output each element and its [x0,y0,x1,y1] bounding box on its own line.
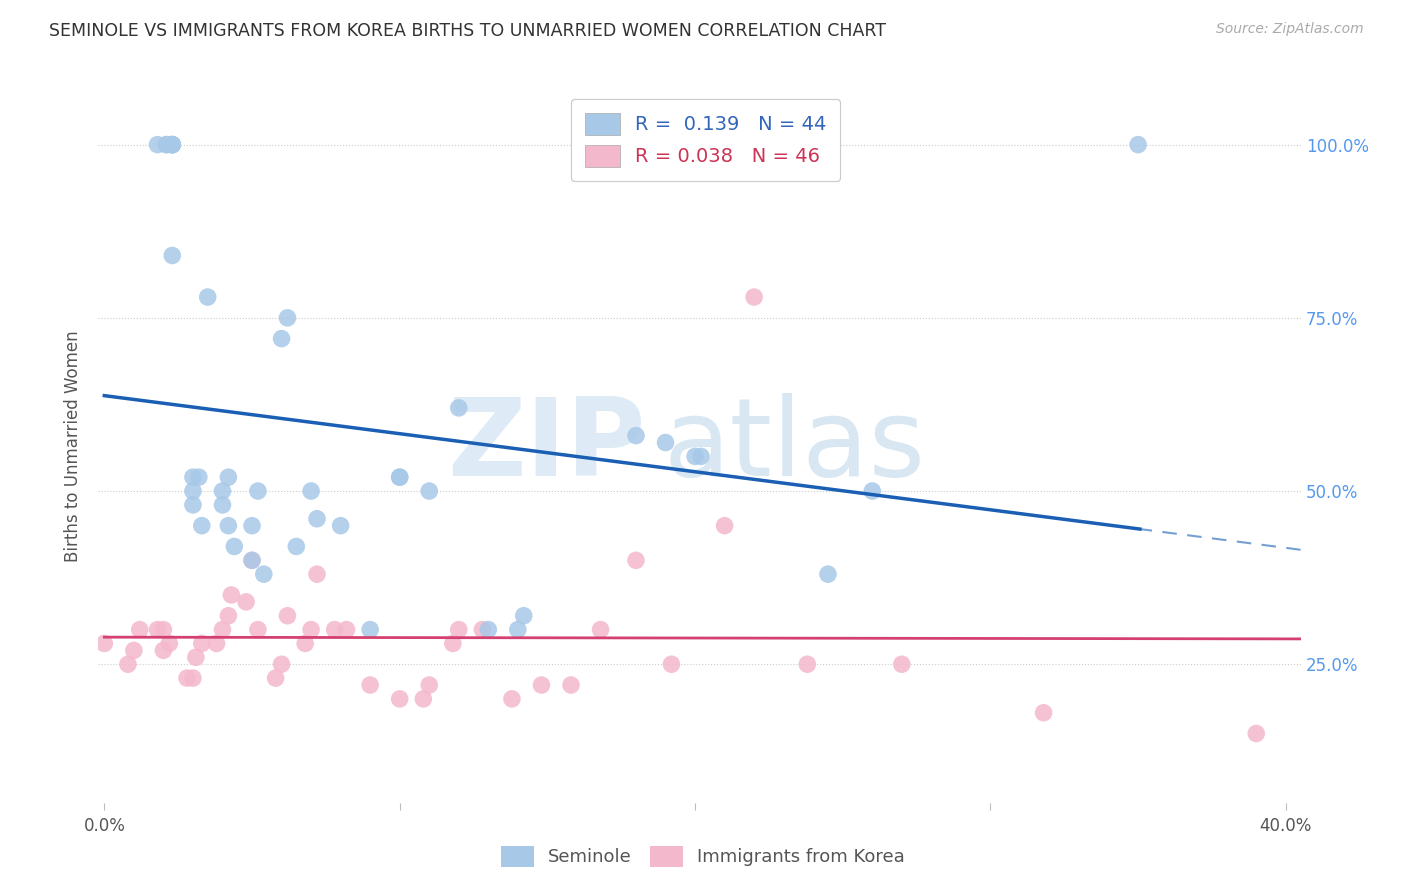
Point [742,290,765,304]
Point [305,567,328,582]
Point [890,657,912,672]
Point [240,553,263,567]
Point [471,623,494,637]
Legend: Seminole, Immigrants from Korea: Seminole, Immigrants from Korea [494,838,912,874]
Point [589,623,612,637]
Point [388,470,411,484]
Point [513,608,536,623]
Point [299,483,322,498]
Point [197,290,219,304]
Point [305,512,328,526]
Point [506,623,529,637]
Point [221,588,243,602]
Point [359,678,381,692]
Point [117,657,139,672]
Point [501,691,523,706]
Point [359,623,381,637]
Point [1032,706,1054,720]
Point [683,450,706,464]
Point [299,623,322,637]
Point [162,137,184,152]
Point [240,518,263,533]
Point [270,332,292,346]
Point [817,567,839,582]
Point [530,678,553,692]
Text: SEMINOLE VS IMMIGRANTS FROM KOREA BIRTHS TO UNMARRIED WOMEN CORRELATION CHART: SEMINOLE VS IMMIGRANTS FROM KOREA BIRTHS… [49,22,886,40]
Point [146,623,169,637]
Point [217,470,239,484]
Point [796,657,818,672]
Point [560,678,582,692]
Point [713,518,735,533]
Point [1126,137,1149,152]
Point [235,595,257,609]
Point [181,671,204,685]
Point [217,608,239,623]
Point [477,623,499,637]
Point [224,540,246,554]
Point [246,483,269,498]
Point [294,636,316,650]
Point [176,671,198,685]
Point [191,518,214,533]
Point [388,470,411,484]
Point [323,623,346,637]
Point [162,137,184,152]
Point [181,483,204,498]
Point [146,137,169,152]
Point [1244,726,1267,740]
Text: atlas: atlas [664,393,925,499]
Point [661,657,683,672]
Point [264,671,287,685]
Text: ZIP: ZIP [447,393,645,499]
Point [441,636,464,650]
Point [270,657,292,672]
Point [860,483,883,498]
Point [447,401,470,415]
Point [624,428,647,442]
Y-axis label: Births to Unmarried Women: Births to Unmarried Women [65,330,83,562]
Point [690,450,713,464]
Point [152,643,174,657]
Point [184,650,207,665]
Point [181,498,204,512]
Point [152,623,174,637]
Point [329,518,352,533]
Point [217,518,239,533]
Point [162,137,184,152]
Point [412,691,434,706]
Point [128,623,150,637]
Point [205,636,228,650]
Point [181,470,204,484]
Point [253,567,276,582]
Point [187,470,209,484]
Point [162,137,184,152]
Point [246,623,269,637]
Point [122,643,145,657]
Point [654,435,676,450]
Point [276,310,298,325]
Point [388,691,411,706]
Point [285,540,308,554]
Point [211,623,233,637]
Point [418,678,440,692]
Point [211,483,233,498]
Point [276,608,298,623]
Point [240,553,263,567]
Text: Source: ZipAtlas.com: Source: ZipAtlas.com [1216,22,1364,37]
Point [191,636,214,650]
Point [447,623,470,637]
Point [93,636,115,650]
Point [162,248,184,262]
Point [624,553,647,567]
Point [418,483,440,498]
Point [335,623,357,637]
Point [155,137,177,152]
Point [211,498,233,512]
Legend: R =  0.139   N = 44, R = 0.038   N = 46: R = 0.139 N = 44, R = 0.038 N = 46 [571,99,841,181]
Point [155,137,177,152]
Point [157,636,180,650]
